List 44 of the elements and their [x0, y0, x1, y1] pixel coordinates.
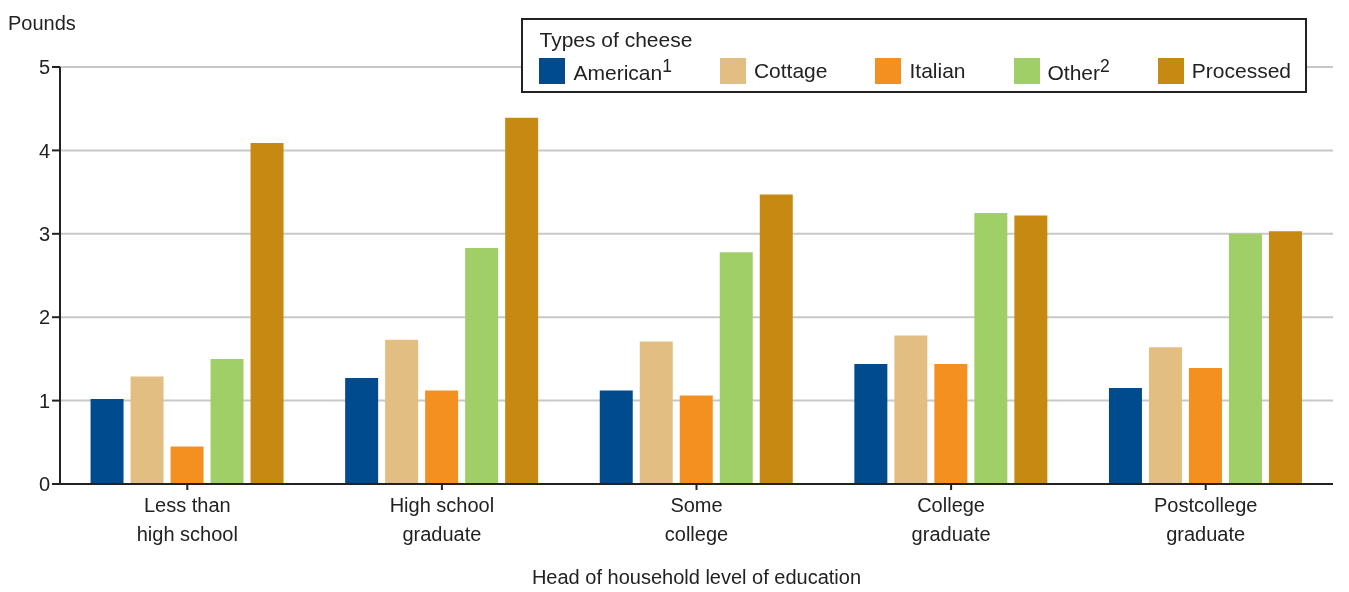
x-axis-title: Head of household level of education: [531, 566, 862, 588]
bar: [130, 376, 164, 484]
x-tick-label: Some college: [664, 494, 729, 545]
bar: [250, 142, 284, 484]
legend-label: Processed: [1191, 58, 1291, 83]
bar: [1108, 388, 1142, 484]
bar: [759, 194, 793, 484]
x-tick-label: College graduate: [911, 494, 991, 545]
bar: [719, 252, 753, 484]
y-tick-label: 3: [38, 222, 50, 245]
bar: [425, 390, 459, 484]
bar: [210, 358, 244, 484]
bar: [90, 398, 124, 484]
legend-title: Types of cheese: [539, 28, 694, 52]
y-tick-label: 0: [38, 473, 50, 496]
bar: [1228, 233, 1262, 484]
y-tick-label: 5: [38, 56, 50, 79]
bar: [1148, 347, 1182, 484]
bar: [599, 390, 633, 484]
x-tick-label: Less than high school: [136, 494, 238, 545]
bar: [639, 341, 673, 484]
y-axis-title: Pounds: [8, 12, 76, 35]
bar: [679, 395, 713, 484]
bar: [854, 363, 888, 484]
legend-label: American$^{1}$: [573, 56, 672, 85]
bar: [934, 363, 968, 484]
bar: [974, 212, 1008, 484]
bar: [465, 247, 499, 484]
x-tick-label: High school graduate: [389, 494, 495, 545]
x-tick-label: Postcollege graduate: [1154, 494, 1258, 545]
y-tick-label: 4: [38, 139, 50, 162]
legend-label: Other$^{2}$: [1047, 56, 1110, 85]
y-tick-label: 2: [38, 306, 50, 329]
legend-label: Cottage: [753, 58, 828, 83]
bar: [894, 335, 928, 484]
bar: [1268, 231, 1302, 484]
y-tick-label: 1: [38, 389, 50, 412]
legend-label: Italian: [909, 58, 966, 83]
bar: [170, 446, 204, 484]
bar: [1014, 215, 1048, 484]
bar: [345, 378, 379, 484]
bar: [1188, 368, 1222, 484]
bar: [385, 339, 419, 484]
bar: [505, 117, 539, 484]
